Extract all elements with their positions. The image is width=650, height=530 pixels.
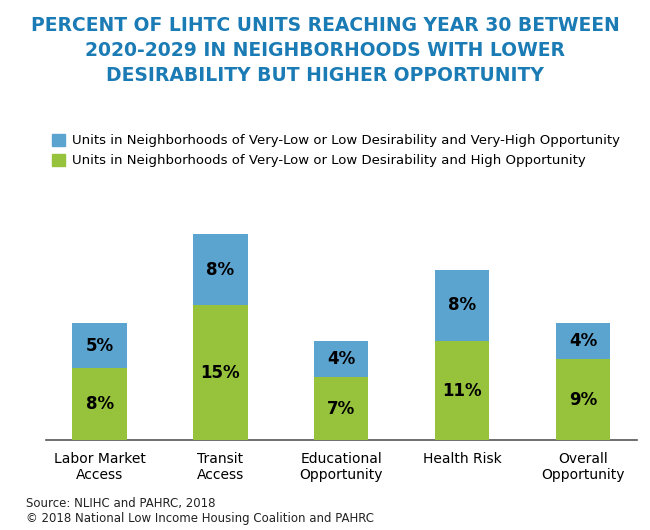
Bar — [72, 323, 127, 368]
Text: Source: NLIHC and PAHRC, 2018
© 2018 National Low Income Housing Coalition and P: Source: NLIHC and PAHRC, 2018 © 2018 Nat… — [26, 497, 374, 525]
Bar — [435, 270, 489, 341]
Legend: Units in Neighborhoods of Very-Low or Low Desirability and Very-High Opportunity: Units in Neighborhoods of Very-Low or Lo… — [52, 134, 620, 167]
Text: 15%: 15% — [201, 364, 240, 382]
Bar — [556, 323, 610, 359]
Bar — [435, 341, 489, 440]
Text: PERCENT OF LIHTC UNITS REACHING YEAR 30 BETWEEN
2020-2029 IN NEIGHBORHOODS WITH : PERCENT OF LIHTC UNITS REACHING YEAR 30 … — [31, 16, 619, 85]
Bar — [314, 341, 369, 377]
Text: 8%: 8% — [448, 296, 476, 314]
Text: 8%: 8% — [206, 261, 235, 279]
Bar — [72, 368, 127, 440]
Bar — [314, 377, 369, 440]
Bar — [193, 234, 248, 305]
Text: 4%: 4% — [569, 332, 597, 350]
Text: 7%: 7% — [327, 400, 356, 418]
Text: 4%: 4% — [327, 350, 356, 368]
Bar — [556, 359, 610, 440]
Text: 5%: 5% — [86, 337, 114, 355]
Text: 9%: 9% — [569, 391, 597, 409]
Bar — [193, 305, 248, 440]
Text: 8%: 8% — [86, 395, 114, 413]
Text: 11%: 11% — [442, 382, 482, 400]
